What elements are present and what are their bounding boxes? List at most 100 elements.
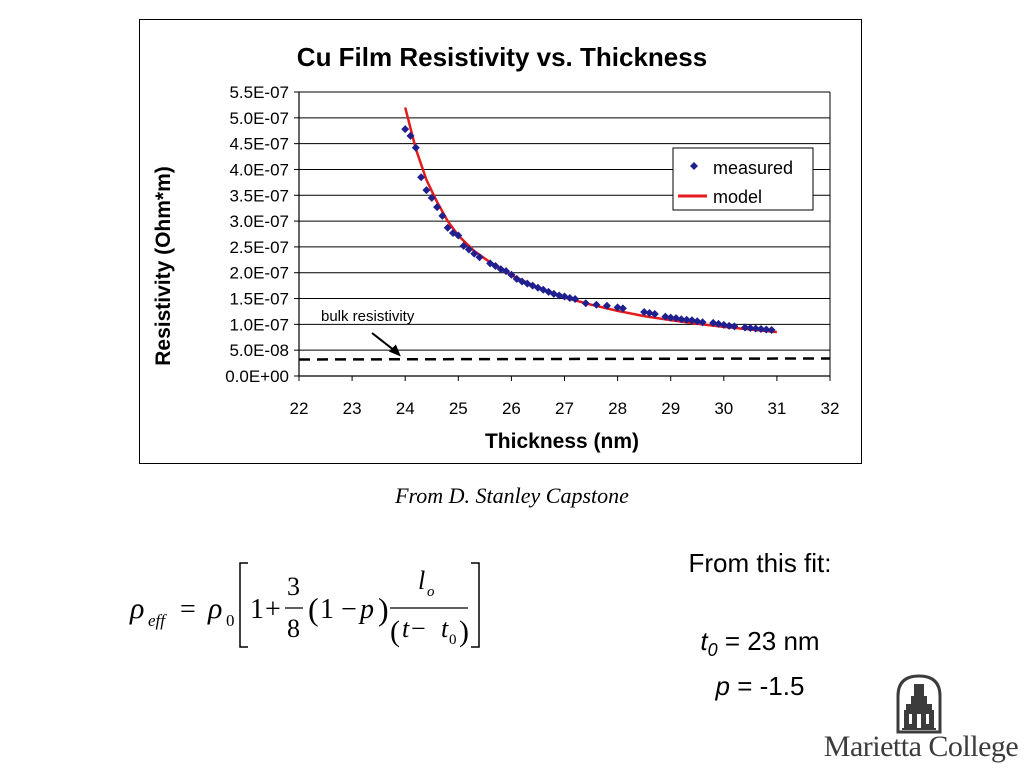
x-tick-label: 25 — [449, 399, 468, 418]
x-axis-label: Thickness (nm) — [485, 430, 639, 453]
y-axis-label: Resistivity (Ohm*m) — [152, 166, 175, 366]
measured-point — [406, 131, 415, 140]
measured-point — [443, 223, 452, 232]
y-tick-label: 5.5E-07 — [229, 83, 289, 102]
formula-equals: = — [180, 594, 196, 625]
measured-point — [741, 323, 750, 332]
chart-title: Cu Film Resistivity vs. Thickness — [297, 42, 707, 72]
measured-point — [746, 323, 755, 332]
y-tick-label: 2.5E-07 — [229, 238, 289, 257]
measured-point — [693, 317, 702, 326]
x-tick-label: 30 — [714, 399, 733, 418]
measured-point — [464, 245, 473, 254]
measured-point — [714, 319, 723, 328]
x-tick-label: 26 — [502, 399, 521, 418]
formula-den-close: ) — [459, 615, 469, 648]
formula-one: 1 — [250, 594, 264, 625]
measured-point — [709, 318, 718, 327]
measured-point — [555, 291, 564, 300]
fit-p-value: = -1.5 — [730, 671, 805, 702]
legend-measured-marker — [690, 162, 698, 170]
y-tick-label: 5.0E-07 — [229, 109, 289, 128]
measured-point — [666, 313, 675, 322]
measured-point — [422, 186, 431, 195]
fit-results: From this fit: t0 = 23 nm p = -1.5 — [640, 548, 880, 704]
measured-point — [475, 253, 484, 262]
x-tick-label: 31 — [767, 399, 786, 418]
formula-one-minus: 1 − — [320, 594, 357, 625]
y-tick-label: 2.0E-07 — [229, 264, 289, 283]
logo-text: Marietta College — [823, 730, 1019, 763]
measured-point — [417, 173, 426, 182]
legend-measured-label: measured — [713, 158, 793, 178]
effective-resistivity-formula: ρ eff = ρ 0 1 + 3 8 ( 1 − p ) l o ( t − … — [129, 562, 480, 648]
measured-point — [682, 315, 691, 324]
legend-model-label: model — [713, 187, 762, 207]
x-tick-label: 29 — [661, 399, 680, 418]
formula-frac-den: 8 — [287, 614, 300, 643]
formula-t0-sub: 0 — [449, 632, 457, 648]
measured-point — [438, 211, 447, 220]
measured-point — [613, 303, 622, 312]
measured-point — [650, 310, 659, 319]
measured-point — [411, 143, 420, 152]
measured-point — [751, 324, 760, 333]
formula-plus: + — [265, 594, 281, 625]
measured-point — [730, 322, 739, 331]
chart-frame: Cu Film Resistivity vs. Thickness Resist… — [139, 19, 862, 464]
measured-point — [698, 318, 707, 327]
measured-point — [571, 295, 580, 304]
x-tick-label: 32 — [821, 399, 840, 418]
x-tick-label: 22 — [290, 399, 309, 418]
measured-point — [454, 231, 463, 240]
measured-point — [491, 262, 500, 271]
fit-t0-var: t — [700, 626, 708, 656]
measured-point — [427, 193, 436, 202]
measured-point — [518, 277, 527, 286]
x-tick-label: 27 — [555, 399, 574, 418]
measured-point — [581, 299, 590, 308]
fit-title: From this fit: — [688, 548, 832, 578]
x-tick-label: 28 — [608, 399, 627, 418]
axes — [294, 91, 831, 381]
measured-point — [725, 321, 734, 330]
measured-point — [762, 325, 771, 334]
fit-t0-value: = 23 nm — [717, 626, 820, 656]
y-tick-label: 1.0E-07 — [229, 315, 289, 334]
formula-close-paren: ) — [378, 591, 389, 627]
measured-point — [719, 320, 728, 329]
formula-lo: l — [418, 566, 425, 595]
annotation-arrow-head — [388, 344, 401, 357]
x-tick-labels: 22 23 24 25 26 27 28 29 30 31 32 — [290, 399, 840, 418]
y-tick-label: 1.5E-07 — [229, 290, 289, 309]
y-tick-label: 0.0E+00 — [225, 367, 289, 386]
measured-point — [502, 267, 511, 276]
annotation-bulk-resistivity: bulk resistivity — [321, 308, 415, 357]
measured-point — [507, 270, 516, 279]
formula-right-bracket — [471, 562, 480, 648]
measured-point — [672, 314, 681, 323]
x-tick-label: 23 — [343, 399, 362, 418]
formula-p: p — [358, 594, 374, 625]
formula-frac-num: 3 — [287, 572, 300, 601]
formula-rho0: ρ — [207, 592, 222, 625]
resistivity-chart: Cu Film Resistivity vs. Thickness Resist… — [152, 42, 840, 453]
y-tick-label: 4.5E-07 — [229, 135, 289, 154]
measured-point — [767, 326, 776, 335]
formula-den-open: ( — [390, 615, 400, 648]
measured-point — [602, 301, 611, 310]
measured-point — [565, 294, 574, 303]
bulk-resistivity-line — [298, 357, 831, 361]
bulk-resistivity-dashed-line — [298, 357, 831, 361]
y-tick-label: 3.0E-07 — [229, 212, 289, 231]
formula-t0: t — [441, 614, 449, 643]
measured-point — [486, 259, 495, 268]
marietta-college-logo: Marietta College — [818, 674, 1024, 768]
y-tick-label: 4.0E-07 — [229, 160, 289, 179]
measured-point — [618, 304, 627, 313]
formula-rho0-sub: 0 — [226, 611, 235, 630]
college-tower-icon — [896, 674, 942, 734]
formula-lo-sub: o — [427, 584, 435, 600]
measured-point — [470, 249, 479, 258]
measured-point — [756, 325, 765, 334]
